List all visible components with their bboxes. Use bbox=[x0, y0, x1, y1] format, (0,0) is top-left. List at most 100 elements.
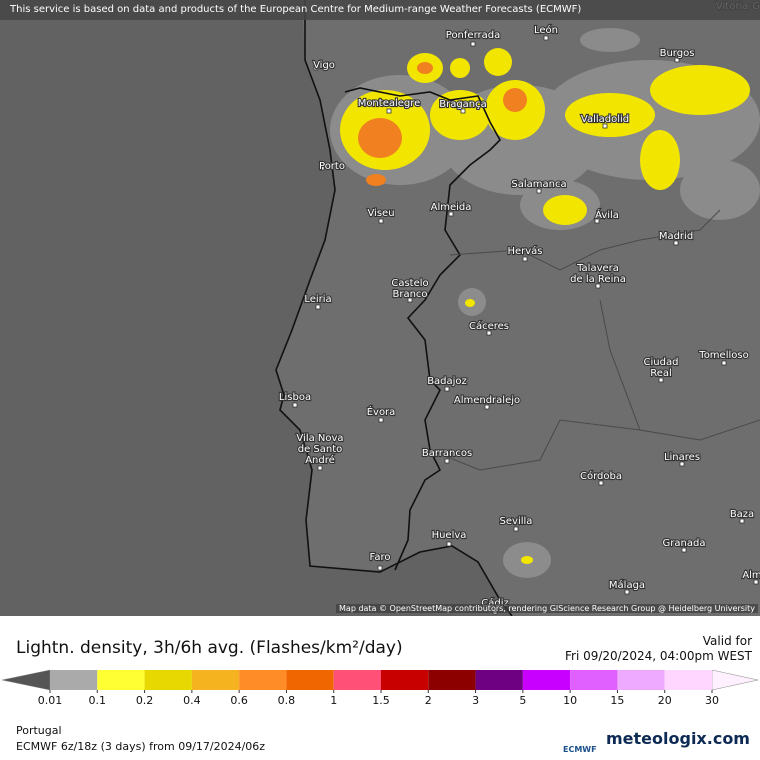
colorbar-segment bbox=[97, 670, 145, 690]
city-label: Évora bbox=[367, 405, 396, 418]
city-dot bbox=[407, 297, 413, 303]
city-labels: Vitoria-GPonferradaLeónVigoBurgosMonteal… bbox=[278, 0, 760, 615]
city-label: Viseu bbox=[367, 208, 394, 219]
colorbar-tick-label: 20 bbox=[658, 694, 672, 707]
city-label: Talavera bbox=[576, 263, 619, 274]
colorbar-segment bbox=[191, 670, 240, 690]
city-label: Alm bbox=[742, 570, 760, 581]
colorbar-segment bbox=[617, 670, 665, 690]
city-dot bbox=[522, 256, 528, 262]
city-dot bbox=[673, 240, 679, 246]
city-label: Salamanca bbox=[511, 179, 566, 190]
map: Vitoria-GPonferradaLeónVigoBurgosMonteal… bbox=[0, 0, 760, 616]
city-label: Real bbox=[650, 368, 672, 379]
city-dot bbox=[448, 211, 454, 217]
colorbar-segment bbox=[475, 670, 523, 690]
valid-time: Fri 09/20/2024, 04:00pm WEST bbox=[564, 649, 752, 663]
city-label: Leiria bbox=[304, 294, 331, 305]
city-label: Branco bbox=[392, 289, 427, 300]
city-label: Faro bbox=[370, 552, 391, 563]
city-dot bbox=[446, 541, 452, 547]
city-label: André bbox=[305, 454, 335, 466]
brand: meteologix.com bbox=[606, 729, 750, 748]
city-label: Madrid bbox=[659, 231, 693, 242]
colorbar-tick-label: 0.01 bbox=[38, 694, 63, 707]
city-label: Montealegre bbox=[358, 98, 421, 109]
colorbar-tick-label: 0.8 bbox=[278, 694, 296, 707]
colorbar-segment bbox=[428, 670, 476, 690]
sea bbox=[0, 0, 512, 616]
city-dot bbox=[513, 526, 519, 532]
region: Portugal bbox=[16, 724, 62, 737]
city-dot bbox=[595, 283, 601, 289]
city-label: Tomelloso bbox=[698, 350, 748, 361]
city-dot bbox=[681, 547, 687, 553]
city-label: Granada bbox=[663, 538, 706, 549]
city-label: León bbox=[534, 24, 558, 36]
model-info: ECMWF 6z/18z (3 days) from 09/17/2024/06… bbox=[16, 740, 266, 753]
city-label: Huelva bbox=[432, 530, 467, 541]
city-dot bbox=[470, 41, 476, 47]
city-label: Ciudad bbox=[644, 357, 679, 368]
colorbar-tick-label: 0.1 bbox=[89, 694, 107, 707]
city-dot bbox=[313, 65, 319, 71]
city-dot bbox=[658, 377, 664, 383]
city-dot bbox=[543, 35, 549, 41]
city-dot bbox=[444, 386, 450, 392]
city-dot bbox=[444, 458, 450, 464]
colorbar-segment bbox=[144, 670, 192, 690]
city-dot bbox=[378, 417, 384, 423]
city-dot bbox=[319, 165, 325, 171]
city-dot bbox=[377, 565, 383, 571]
city-dot bbox=[594, 218, 600, 224]
banner: This service is based on data and produc… bbox=[0, 0, 760, 20]
colorbar: 0.01 0.1 0.2 0.4 0.6 0.8 1 1.5 2 3 5 10 15 20 30 bbox=[1, 669, 759, 707]
city-label: Valladolid bbox=[581, 114, 629, 125]
colorbar-tick-label: 1.5 bbox=[372, 694, 390, 707]
borders bbox=[275, 0, 513, 616]
city-label: Burgos bbox=[660, 48, 695, 59]
colorbar-segment bbox=[381, 670, 429, 690]
city-dot bbox=[484, 404, 490, 410]
city-label: Barrancos bbox=[422, 448, 472, 459]
city-dot bbox=[679, 461, 685, 467]
city-dot bbox=[674, 57, 680, 63]
colorbar-segment bbox=[50, 670, 98, 690]
city-label: Porto bbox=[319, 161, 345, 172]
city-label: Ávila bbox=[595, 208, 619, 221]
legend-title: Lightn. density, 3h/6h avg. (Flashes/km²… bbox=[16, 638, 403, 658]
city-dot bbox=[386, 108, 392, 114]
regions bbox=[429, 209, 760, 471]
city-dot bbox=[315, 304, 321, 310]
city-label: Málaga bbox=[609, 579, 645, 591]
city-dot bbox=[317, 465, 323, 471]
colorbar-over bbox=[711, 669, 759, 691]
city-dot bbox=[460, 108, 466, 114]
colorbar-tick-label: 0.6 bbox=[230, 694, 248, 707]
city-label: Bragança bbox=[439, 99, 487, 110]
city-label: de Santo bbox=[298, 444, 343, 455]
colorbar-tick-label: 0.4 bbox=[183, 694, 201, 707]
city-label: Linares bbox=[664, 452, 700, 463]
city-label: Almeida bbox=[431, 202, 472, 213]
city-label: Badajoz bbox=[427, 376, 467, 387]
city-label: Almendralejo bbox=[454, 395, 520, 406]
colorbar-tick-label: 5 bbox=[519, 694, 526, 707]
city-dot bbox=[598, 480, 604, 486]
colorbar-tick-label: 1 bbox=[330, 694, 337, 707]
city-label: Cáceres bbox=[469, 320, 509, 332]
orange-areas bbox=[358, 62, 527, 186]
city-dot bbox=[753, 579, 759, 585]
city-dot bbox=[536, 188, 542, 194]
colorbar-tick-label: 0.2 bbox=[136, 694, 154, 707]
city-label: Ponferrada bbox=[446, 30, 500, 41]
city-label: Hervás bbox=[507, 245, 542, 257]
city-label: de la Reina bbox=[570, 274, 626, 285]
city-label: Vigo bbox=[313, 60, 335, 71]
valid-label: Valid for bbox=[702, 634, 752, 648]
colorbar-segment bbox=[570, 670, 618, 690]
colorbar-tick-label: 10 bbox=[563, 694, 577, 707]
colorbar-tick-label: 3 bbox=[472, 694, 479, 707]
colorbar-tick-label: 2 bbox=[425, 694, 432, 707]
